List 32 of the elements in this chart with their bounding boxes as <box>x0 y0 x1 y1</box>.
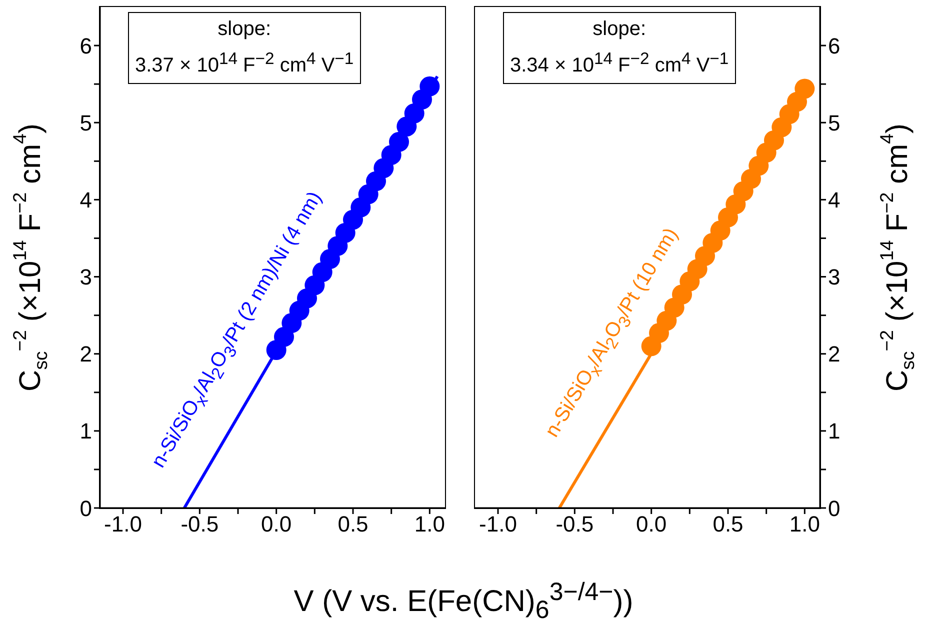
y2-tick-label: 3 <box>828 264 840 290</box>
x-tick-label: -1.0 <box>104 512 142 537</box>
x-tick-label: 1.0 <box>789 512 820 537</box>
point <box>389 132 409 152</box>
annotation: slope: <box>592 17 648 42</box>
y2-tick-label: 5 <box>828 110 840 136</box>
x-tick-label: 1.0 <box>414 512 445 537</box>
annotation: slope: <box>216 17 272 42</box>
point <box>420 76 440 96</box>
x-tick-label: 0.0 <box>636 512 667 537</box>
annotation: 3.37 × 10$^{14}$ F$^{−2}$ cm$^{4}$ V$^{−1}$ <box>135 48 354 79</box>
y-tick-label: 1 <box>80 418 92 444</box>
y2-tick-label: 6 <box>828 33 840 58</box>
x-tick-label: -1.0 <box>479 512 517 537</box>
y-tick-label: 0 <box>80 496 92 521</box>
point <box>794 78 815 99</box>
y-tick-label: 4 <box>80 188 92 212</box>
y-tick-label: 3 <box>80 264 92 290</box>
y-tick-label: 6 <box>80 33 92 58</box>
x-tick-label: 0.0 <box>261 512 292 537</box>
x-tick-label: 0.5 <box>338 512 368 537</box>
y2-tick-label: 4 <box>828 188 840 212</box>
annotation: 3.34 × 10$^{14}$ F$^{−2}$ cm$^{4}$ V$^{−1}$ <box>510 48 729 79</box>
y-tick-label: 5 <box>80 110 92 136</box>
x-tick-label: 0.5 <box>712 512 744 537</box>
y2-tick-label: 1 <box>828 418 840 444</box>
x-axis-title: V (V vs. E(Fe(CN)$_{6}$$^{3−/4−}$)) <box>292 578 634 625</box>
x-tick-label: -0.5 <box>180 512 219 537</box>
x-tick-label: -0.5 <box>556 512 594 537</box>
y2-tick-label: 0 <box>828 496 840 521</box>
y2-tick-label: 2 <box>828 342 840 367</box>
y-tick-label: 2 <box>80 342 92 367</box>
